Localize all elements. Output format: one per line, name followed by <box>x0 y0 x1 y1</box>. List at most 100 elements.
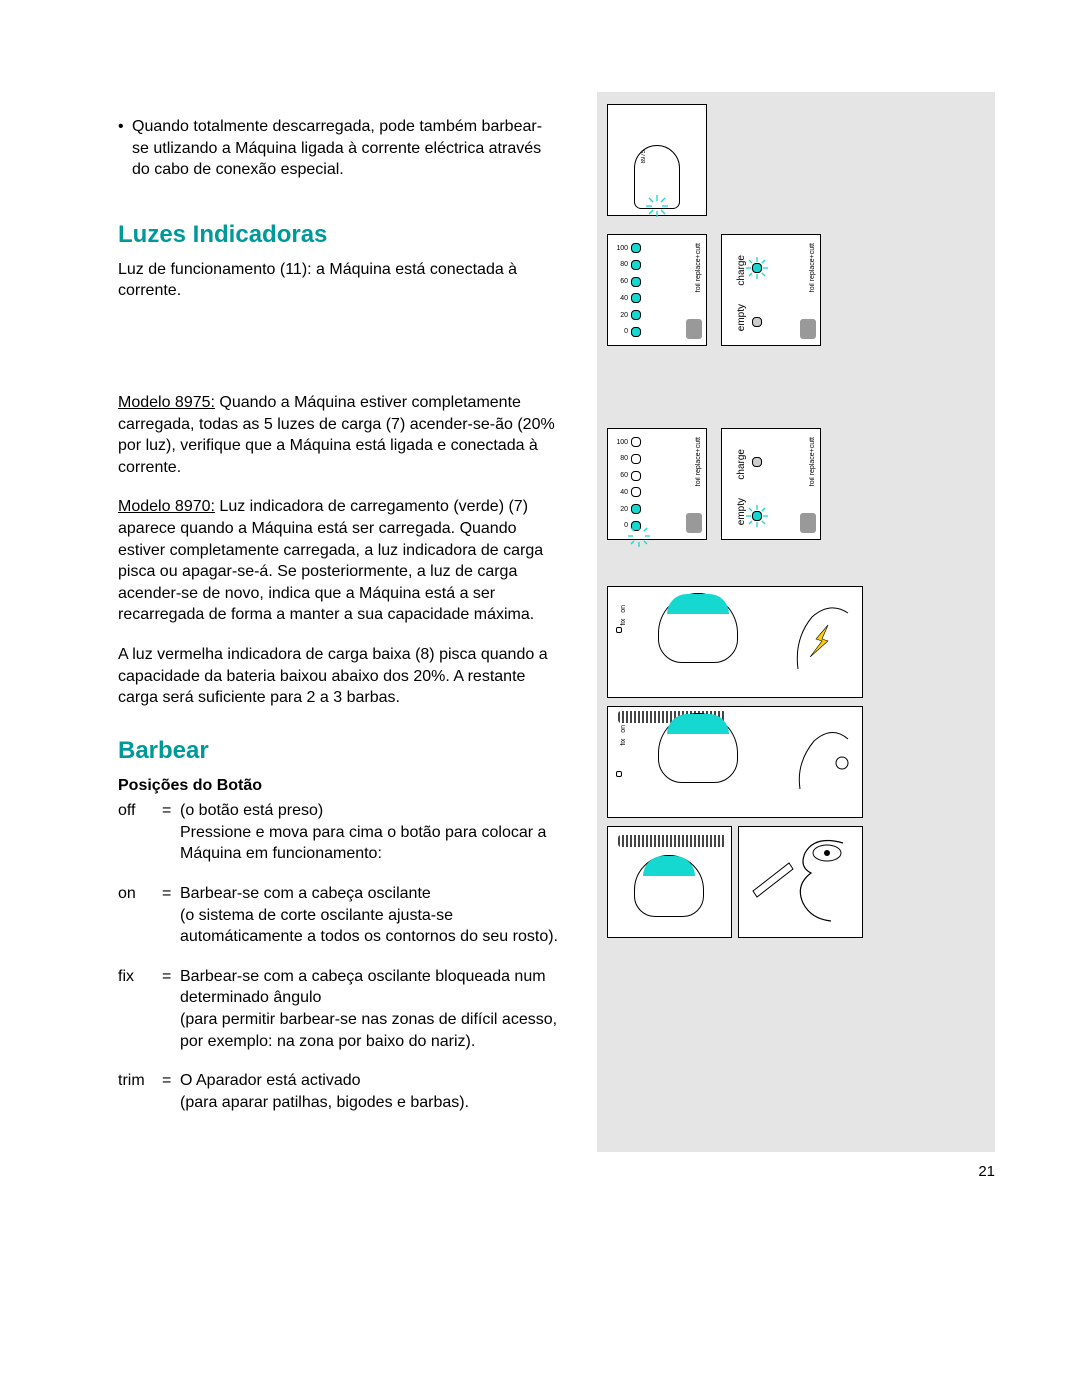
tick: 80 <box>616 455 628 462</box>
tick: 80 <box>616 261 628 268</box>
foil-thumb-icon <box>800 319 816 339</box>
equals-icon: = <box>162 1070 180 1113</box>
switch-marker-icon <box>616 627 622 633</box>
trimmer-icon <box>753 863 793 897</box>
spacer <box>607 364 985 428</box>
switch-definitions: off = (o botão está preso) Pressione e m… <box>118 800 558 1113</box>
equals-icon: = <box>162 800 180 865</box>
def-key: off <box>118 800 162 865</box>
tick: 40 <box>616 295 628 302</box>
foil-replace-label: foil replace+cutt <box>695 437 702 486</box>
trimmer-teeth-icon <box>618 835 726 847</box>
switch-marker-icon <box>616 771 622 777</box>
tick: 0 <box>616 328 628 335</box>
switch-labels: fix on <box>620 725 627 746</box>
subheading-posicoes: Posições do Botão <box>118 775 558 797</box>
model-number: 8975 <box>641 150 647 163</box>
para-luzes-4: A luz vermelha indicadora de carga baixa… <box>118 644 558 709</box>
empty-label: empty <box>736 304 747 331</box>
text-column: • Quando totalmente descarregada, pode t… <box>118 116 558 1131</box>
starburst-icon <box>646 195 668 217</box>
led-icon <box>631 471 641 481</box>
tick: 20 <box>616 312 628 319</box>
foil-thumb-icon <box>686 513 702 533</box>
arrow-icon <box>810 625 828 657</box>
heading-barbear: Barbear <box>118 737 558 765</box>
def-val: Barbear-se com a cabeça oscilante (o sis… <box>180 883 558 948</box>
starburst-icon <box>746 505 768 527</box>
figure-head-on: fix on <box>607 586 863 698</box>
tick: 60 <box>616 472 628 479</box>
para-luzes-3: Modelo 8970: Luz indicadora de carregame… <box>118 496 558 626</box>
switch-pos: fix <box>620 739 627 746</box>
figure-power-connected: 8975 <box>607 104 707 216</box>
figure-row-trim <box>607 826 863 938</box>
charge-label: charge <box>736 449 747 480</box>
bullet-item: • Quando totalmente descarregada, pode t… <box>118 116 558 181</box>
foil-replace-label: foil replace+cutt <box>809 437 816 486</box>
tick: 100 <box>616 245 628 252</box>
led-icon <box>631 310 641 320</box>
tick: 60 <box>616 278 628 285</box>
shaver-head-icon <box>658 593 738 663</box>
charge-scale: 0 20 40 60 80 100 <box>616 243 656 337</box>
hand-lock-icon <box>792 719 854 807</box>
bullet-text: Quando totalmente descarregada, pode tam… <box>132 116 558 181</box>
figure-8970-charge: charge empty foil replace+cutt <box>721 234 821 346</box>
foil-icon <box>667 714 729 734</box>
starburst-icon <box>628 525 650 547</box>
tick: 100 <box>616 439 628 446</box>
led-icon <box>631 327 641 337</box>
intro-bullets: • Quando totalmente descarregada, pode t… <box>118 116 558 181</box>
led-icon <box>631 437 641 447</box>
switch-labels: fix on <box>620 605 627 626</box>
model-label: Modelo 8975: <box>118 394 215 411</box>
led-icon <box>631 504 641 514</box>
page-number: 21 <box>978 1163 995 1180</box>
led-icon <box>631 293 641 303</box>
figure-column: 8975 0 20 40 60 80 100 <box>597 92 995 1152</box>
shaver-head-icon <box>634 855 704 917</box>
figure-trimmer <box>607 826 732 938</box>
def-key: fix <box>118 966 162 1052</box>
model-label: Modelo 8970: <box>118 498 215 515</box>
switch-pos: on <box>620 605 627 613</box>
figure-8970-low: charge empty foil replace+cutt <box>721 428 821 540</box>
charge-scale: 0 20 40 60 80 100 <box>616 437 656 531</box>
starburst-icon <box>746 257 768 279</box>
bullet-dot: • <box>118 116 132 181</box>
def-key: trim <box>118 1070 162 1113</box>
equals-icon: = <box>162 966 180 1052</box>
para-luzes-2: Modelo 8975: Quando a Máquina estiver co… <box>118 392 558 478</box>
def-off: off = (o botão está preso) Pressione e m… <box>118 800 558 865</box>
led-icon <box>631 260 641 270</box>
def-trim: trim = O Aparador está activado (para ap… <box>118 1070 558 1113</box>
hand-pivot-icon <box>792 599 854 687</box>
para-text: Luz indicadora de carregamento (verde) (… <box>118 498 543 623</box>
led-icon <box>752 457 762 467</box>
ear-profile-icon <box>745 833 857 933</box>
figure-8975-low: 0 20 40 60 80 100 foil replace+cutt <box>607 428 707 540</box>
figure-sideburn <box>738 826 863 938</box>
tick: 40 <box>616 489 628 496</box>
equals-icon: = <box>162 883 180 948</box>
para-luzes-1: Luz de funcionamento (11): a Máquina est… <box>118 259 558 302</box>
figure-row-charged: 0 20 40 60 80 100 foil replace+cutt char… <box>607 234 985 364</box>
foil-thumb-icon <box>686 319 702 339</box>
tick: 20 <box>616 506 628 513</box>
switch-pos: fix <box>620 619 627 626</box>
figure-row-low: 0 20 40 60 80 100 foil replace+cutt char… <box>607 428 985 558</box>
def-val: Barbear-se com a cabeça oscilante bloque… <box>180 966 558 1052</box>
foil-icon <box>667 594 729 614</box>
manual-page: • Quando totalmente descarregada, pode t… <box>0 0 1080 1384</box>
def-on: on = Barbear-se com a cabeça oscilante (… <box>118 883 558 948</box>
led-icon <box>752 317 762 327</box>
switch-pos: on <box>620 725 627 733</box>
led-icon <box>631 487 641 497</box>
def-val: (o botão está preso) Pressione e mova pa… <box>180 800 558 865</box>
heading-luzes: Luzes Indicadoras <box>118 221 558 249</box>
def-key: on <box>118 883 162 948</box>
led-icon <box>631 277 641 287</box>
foil-icon <box>643 856 695 876</box>
figure-head-fix: fix on <box>607 706 863 818</box>
